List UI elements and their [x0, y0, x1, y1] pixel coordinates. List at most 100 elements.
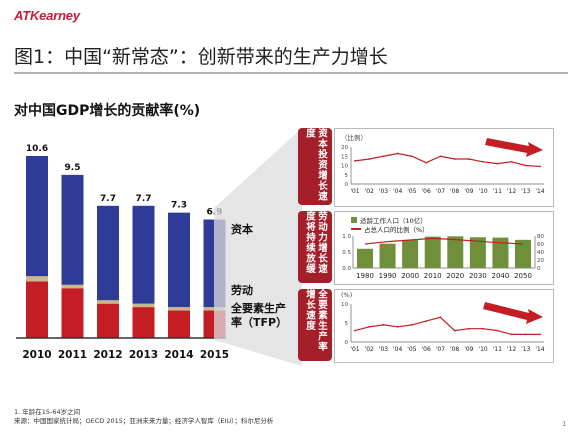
x-tick-2: '03: [379, 188, 388, 195]
connector-funnel: [214, 128, 302, 366]
x-tick-10: '11: [493, 188, 502, 195]
y-tick-0: 0: [345, 182, 349, 188]
x-tick-3: '04: [393, 346, 402, 353]
x-tick-2020: 2020: [446, 272, 464, 280]
bar-segment-2012-s2: [97, 205, 119, 301]
legend-labor-label: 劳动: [231, 284, 253, 297]
trend-down-arrow-icon: [485, 138, 543, 157]
legend-share-label: 占总人口的比例（%）: [364, 226, 429, 234]
panel3-side-label: 全要素生产率增长速度: [298, 289, 332, 361]
tfp-growth-line-chart: 0 5 10 '01 '02 '03 '04 '05 '06 '07 '08 '09 '10 '11 '12…: [341, 302, 545, 353]
y-tick-0: 0: [345, 340, 349, 346]
bar-2040: [492, 237, 509, 268]
y-tick-15: 15: [341, 154, 348, 160]
x-tick-2: '03: [379, 346, 388, 353]
x-tick-0: '01: [350, 188, 359, 195]
x-tick-2040: 2040: [492, 272, 510, 280]
point-9: [482, 160, 484, 163]
point-12: [524, 164, 527, 167]
data-label-2013: 7.7: [136, 194, 152, 204]
bar-segment-2014-s1: [168, 307, 190, 311]
x-tick-2050: 2050: [514, 272, 532, 280]
bar-segment-2010-s1: [26, 276, 48, 282]
point-3: [396, 325, 399, 328]
data-label-2011: 9.5: [65, 163, 81, 173]
point-6: [439, 316, 442, 319]
x-tick-5: '06: [422, 188, 431, 195]
legend-working-age: 适龄工作人口（10亿）: [351, 215, 427, 225]
x-tick-2010: 2010: [424, 272, 442, 280]
y-tick-5: 5: [345, 173, 349, 179]
panel1-side-label: 资本投资增长速度: [298, 128, 332, 205]
bar-segment-2013-s0: [132, 307, 155, 338]
point-10: [496, 329, 499, 332]
capital-investment-panel: （比例） 0 5 10 15 20 '01 '02 '03 '04 '05 '06 '07 '08 '09…: [334, 128, 554, 207]
bar-segment-2010-s0: [26, 281, 48, 338]
x-tick-13: '14: [535, 346, 544, 353]
y-tick-5: 5: [345, 321, 349, 327]
bar-segment-2012-s1: [97, 300, 119, 304]
legend-working-age-label: 适龄工作人口（10亿）: [360, 217, 427, 225]
bar-segment-2011-s1: [61, 284, 84, 289]
legend-capital-label: 资本: [231, 223, 253, 236]
bar-2000: [402, 240, 419, 268]
bar-segment-2012-s0: [97, 303, 119, 338]
x-tick-11: '12: [507, 188, 516, 195]
x-tick-2010: 2010: [22, 349, 51, 361]
point-5: [425, 320, 428, 322]
x-tick-6: '07: [436, 346, 445, 353]
point-1: [368, 158, 371, 160]
x-tick-3: '04: [393, 188, 402, 195]
atkearney-logo: ATKearney: [14, 8, 80, 23]
green-square-icon: [351, 217, 357, 223]
point-1: [368, 325, 371, 328]
x-tick-7: '08: [450, 188, 459, 195]
x-tick-4: '05: [407, 188, 416, 195]
x-tick-2015: 2015: [200, 349, 228, 361]
left-y-tick-0: 0.0: [342, 266, 351, 272]
right-y-tick-0: 0: [537, 266, 541, 272]
figure-title: 图1：中国“新常态”：创新带来的生产力增长: [14, 46, 388, 68]
right-y-tick-40: 40: [537, 250, 544, 256]
right-y-tick-80: 80: [537, 234, 544, 240]
legend-share: 占总人口的比例（%）: [351, 224, 429, 234]
chart-subtitle: 对中国GDP增长的贡献率(%): [14, 103, 201, 119]
bar-2030: [469, 237, 486, 268]
bar-segment-2010-s2: [26, 156, 48, 277]
panel2-side-label: 劳动力增长速度将持续放缓: [298, 211, 332, 283]
data-label-2012: 7.7: [100, 194, 116, 204]
left-y-tick-1: 1.0: [342, 234, 351, 240]
bar-segment-2013-s1: [132, 303, 155, 308]
x-tick-8: '09: [464, 188, 473, 195]
page-number: 1: [562, 420, 567, 428]
point-10: [496, 162, 499, 165]
point-11: [510, 333, 513, 336]
y-tick-10: 10: [341, 302, 348, 308]
x-tick-12: '13: [521, 188, 530, 195]
point-11: [510, 160, 513, 163]
x-tick-9: '10: [478, 346, 487, 353]
x-tick-1: '02: [365, 346, 374, 353]
point-0: [354, 329, 356, 332]
labor-force-panel: 适龄工作人口（10亿） 占总人口的比例（%） 0.0 0.5 1.0 0 20 40 60 8…: [334, 211, 554, 285]
bar-segment-2014-s2: [168, 212, 190, 308]
point-2: [382, 324, 385, 326]
point-3: [396, 152, 399, 155]
panel1-unit: （比例）: [341, 134, 367, 142]
x-tick-8: '09: [464, 346, 473, 353]
point-9: [482, 327, 484, 330]
point-8: [467, 327, 470, 330]
bar-segment-2011-s0: [61, 288, 84, 338]
point-5: [425, 161, 428, 164]
data-label-2010: 10.6: [26, 144, 48, 154]
bar-1990: [379, 243, 396, 268]
bar-2010: [424, 236, 441, 268]
x-tick-2000: 2000: [401, 272, 419, 280]
x-tick-2013: 2013: [129, 349, 158, 361]
x-tick-2012: 2012: [93, 349, 122, 361]
series-line: [354, 152, 541, 168]
point-13: [539, 165, 541, 168]
x-tick-2014: 2014: [164, 349, 193, 361]
point-12: [524, 333, 527, 336]
